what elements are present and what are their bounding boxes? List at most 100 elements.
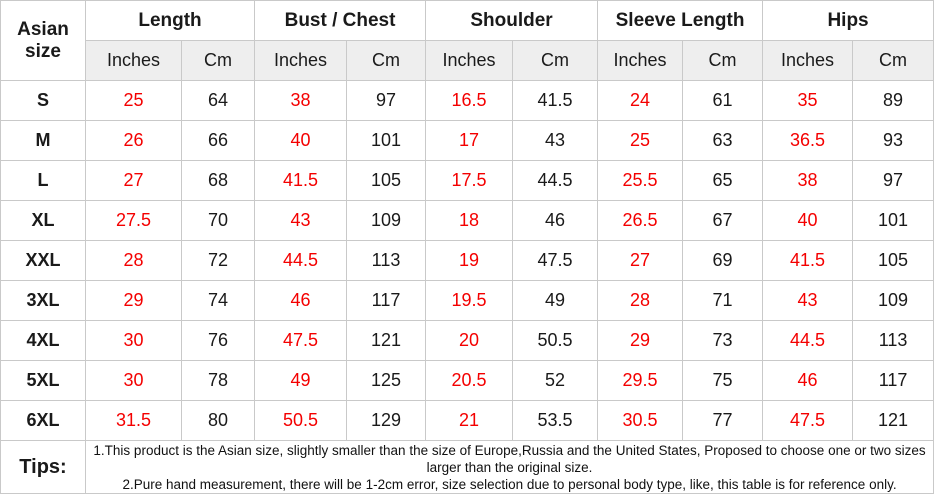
value-inches: 19.5: [425, 280, 514, 321]
value-inches: 30: [85, 360, 182, 401]
value-cm: 50.5: [512, 320, 599, 361]
value-inches: 43: [762, 280, 854, 321]
value-inches: 20.5: [425, 360, 514, 401]
unit-header-inches: Inches: [762, 40, 854, 81]
value-inches: 18: [425, 200, 514, 241]
value-inches: 17.5: [425, 160, 514, 201]
table-row: XL 27.5 70 43 109 18 46 26.5 67 40 101: [0, 200, 934, 241]
value-inches: 30: [85, 320, 182, 361]
value-cm: 125: [346, 360, 427, 401]
value-inches: 47.5: [254, 320, 348, 361]
value-cm: 44.5: [512, 160, 599, 201]
value-inches: 40: [762, 200, 854, 241]
value-inches: 47.5: [762, 400, 854, 441]
value-inches: 41.5: [254, 160, 348, 201]
value-cm: 113: [346, 240, 427, 281]
value-cm: 97: [852, 160, 934, 201]
corner-header: Asian size: [0, 0, 86, 81]
group-header-bust-chest: Bust / Chest: [254, 0, 427, 41]
value-cm: 76: [180, 320, 256, 361]
value-inches: 44.5: [762, 320, 854, 361]
value-cm: 121: [346, 320, 427, 361]
unit-header-inches: Inches: [425, 40, 514, 81]
unit-header-inches: Inches: [85, 40, 182, 81]
value-cm: 74: [180, 280, 256, 321]
value-cm: 121: [852, 400, 934, 441]
size-label: L: [0, 160, 86, 201]
value-inches: 50.5: [254, 400, 348, 441]
value-cm: 70: [180, 200, 256, 241]
value-inches: 19: [425, 240, 514, 281]
value-cm: 53.5: [512, 400, 599, 441]
value-cm: 72: [180, 240, 256, 281]
value-cm: 41.5: [512, 80, 599, 121]
value-inches: 21: [425, 400, 514, 441]
value-inches: 28: [85, 240, 182, 281]
value-inches: 24: [597, 80, 684, 121]
value-cm: 52: [512, 360, 599, 401]
table-row: 3XL 29 74 46 117 19.5 49 28 71 43 109: [0, 280, 934, 321]
value-inches: 25: [597, 120, 684, 161]
value-inches: 26: [85, 120, 182, 161]
value-cm: 71: [682, 280, 764, 321]
tips-text: 1.This product is the Asian size, slight…: [84, 440, 934, 494]
table-row: 5XL 30 78 49 125 20.5 52 29.5 75 46 117: [0, 360, 934, 401]
unit-header-cm: Cm: [512, 40, 599, 81]
size-label: 3XL: [0, 280, 86, 321]
value-cm: 80: [180, 400, 256, 441]
size-label: 5XL: [0, 360, 86, 401]
table-row: XXL 28 72 44.5 113 19 47.5 27 69 41.5 105: [0, 240, 934, 281]
value-inches: 29: [85, 280, 182, 321]
value-cm: 43: [512, 120, 599, 161]
table-row: 4XL 30 76 47.5 121 20 50.5 29 73 44.5 113: [0, 320, 934, 361]
value-cm: 117: [346, 280, 427, 321]
table-row: M 26 66 40 101 17 43 25 63 36.5 93: [0, 120, 934, 161]
value-inches: 41.5: [762, 240, 854, 281]
value-cm: 69: [682, 240, 764, 281]
value-cm: 105: [346, 160, 427, 201]
value-inches: 43: [254, 200, 348, 241]
value-inches: 30.5: [597, 400, 684, 441]
table-row: S 25 64 38 97 16.5 41.5 24 61 35 89: [0, 80, 934, 121]
value-cm: 109: [852, 280, 934, 321]
value-cm: 109: [346, 200, 427, 241]
value-inches: 36.5: [762, 120, 854, 161]
tips-line: 1.This product is the Asian size, slight…: [93, 442, 926, 475]
value-cm: 101: [346, 120, 427, 161]
group-header-sleeve-length: Sleeve Length: [597, 0, 764, 41]
value-cm: 64: [180, 80, 256, 121]
value-cm: 67: [682, 200, 764, 241]
group-header-hips: Hips: [762, 0, 934, 41]
value-cm: 101: [852, 200, 934, 241]
value-inches: 44.5: [254, 240, 348, 281]
value-inches: 38: [762, 160, 854, 201]
size-label: 4XL: [0, 320, 86, 361]
value-cm: 93: [852, 120, 934, 161]
value-inches: 25: [85, 80, 182, 121]
value-inches: 27: [597, 240, 684, 281]
tips-label: Tips:: [0, 440, 86, 494]
value-inches: 35: [762, 80, 854, 121]
size-label: XXL: [0, 240, 86, 281]
value-cm: 117: [852, 360, 934, 401]
value-inches: 28: [597, 280, 684, 321]
value-inches: 16.5: [425, 80, 514, 121]
tips-line: 2.Pure hand measurement, there will be 1…: [122, 476, 897, 492]
value-cm: 97: [346, 80, 427, 121]
value-inches: 49: [254, 360, 348, 401]
value-inches: 38: [254, 80, 348, 121]
value-inches: 27: [85, 160, 182, 201]
value-cm: 63: [682, 120, 764, 161]
value-inches: 46: [254, 280, 348, 321]
table-row: L 27 68 41.5 105 17.5 44.5 25.5 65 38 97: [0, 160, 934, 201]
value-cm: 78: [180, 360, 256, 401]
unit-header-inches: Inches: [254, 40, 348, 81]
group-header-row: Asian size Length Bust / Chest Shoulder Sle…: [0, 0, 934, 81]
unit-header-row: Inches Cm Inches Cm Inches Cm Inches Cm Inches Cm: [1, 40, 934, 81]
tips-row: Tips: 1.This product is the Asian size, …: [0, 440, 934, 494]
value-cm: 75: [682, 360, 764, 401]
table-row: 6XL 31.5 80 50.5 129 21 53.5 30.5 77 47.5 121: [0, 400, 934, 441]
unit-header-cm: Cm: [682, 40, 764, 81]
value-inches: 27.5: [85, 200, 182, 241]
value-cm: 89: [852, 80, 934, 121]
